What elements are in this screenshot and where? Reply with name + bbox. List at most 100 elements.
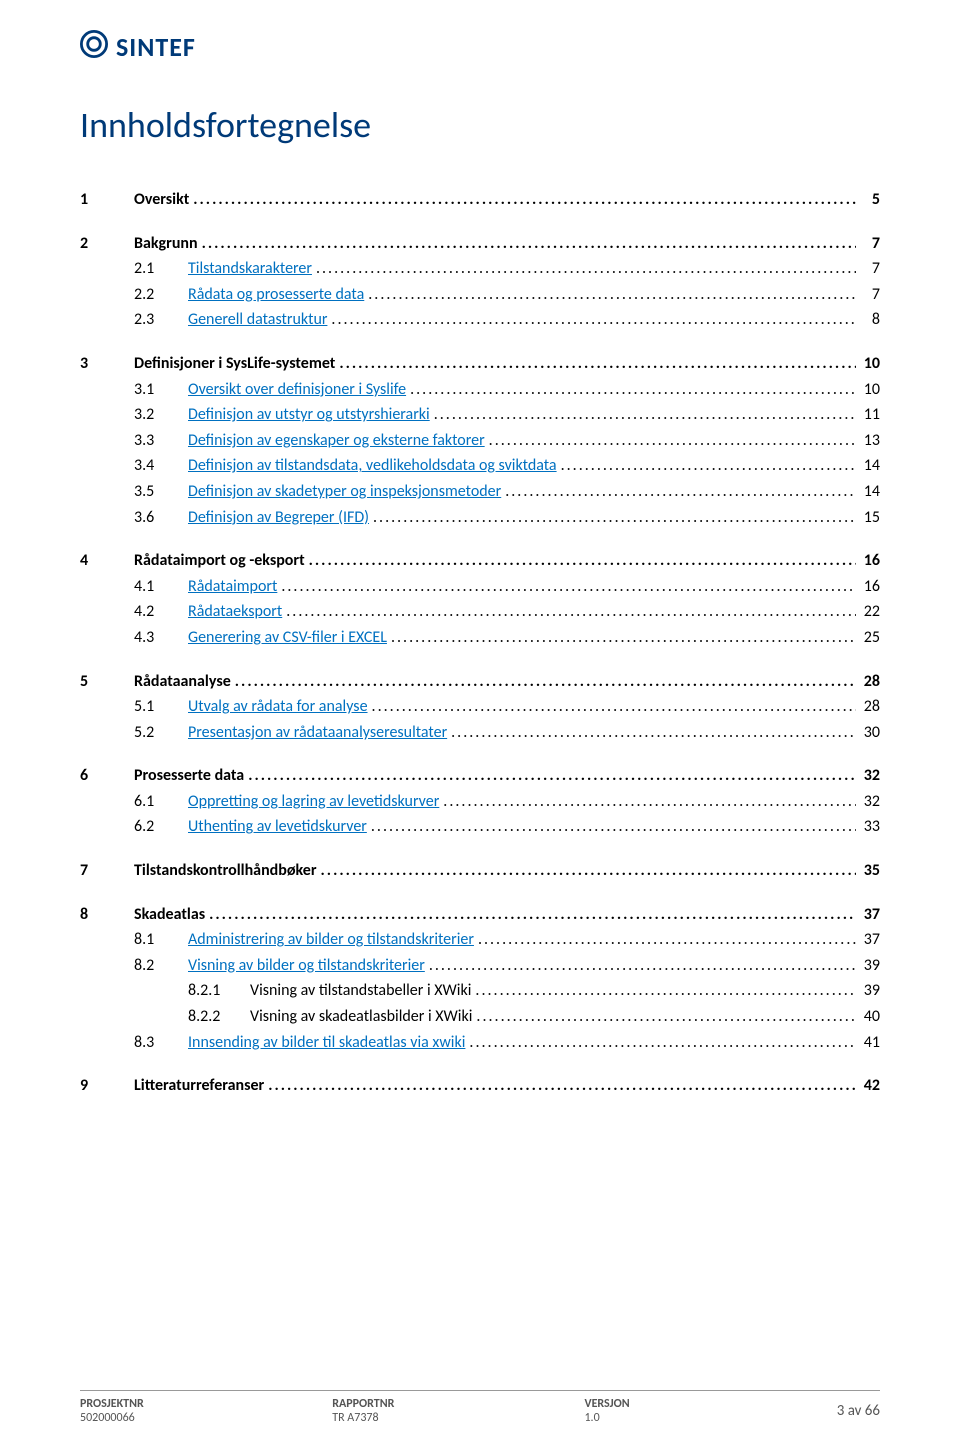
toc-label: Prosesserte data: [134, 763, 248, 789]
toc-label[interactable]: Oppretting og lagring av levetidskurver: [188, 789, 443, 815]
footer-report-value: TR A7378: [332, 1411, 378, 1425]
toc-leader-dots: [391, 625, 856, 651]
toc-label[interactable]: Presentasjon av rådataanalyseresultater: [188, 720, 451, 746]
toc-entry[interactable]: 8.3Innsending av bilder til skadeatlas v…: [80, 1030, 880, 1056]
toc-number: 4.3: [134, 625, 188, 651]
toc-entry[interactable]: 3.5Definisjon av skadetyper og inspeksjo…: [80, 479, 880, 505]
toc-page-number: 30: [856, 720, 880, 746]
toc-entry: 8.2.1Visning av tilstandstabeller i XWik…: [80, 978, 880, 1004]
toc-label: Rådataanalyse: [134, 669, 235, 695]
footer-version: VERSJON 1.0: [584, 1397, 836, 1425]
toc-leader-dots: [321, 858, 856, 884]
toc-leader-dots: [434, 402, 856, 428]
toc-page-number: 42: [856, 1073, 880, 1099]
footer-page-number: 3 av 66: [837, 1402, 880, 1420]
toc-entry: 3Definisjoner i SysLife-systemet10: [80, 351, 880, 377]
toc-entry[interactable]: 2.3Generell datastruktur8: [80, 307, 880, 333]
toc-page-number: 28: [856, 694, 880, 720]
toc-entry[interactable]: 5.1Utvalg av rådata for analyse28: [80, 694, 880, 720]
toc-page-number: 28: [856, 669, 880, 695]
toc-label: Oversikt: [134, 187, 193, 213]
toc-number: 2.3: [134, 307, 188, 333]
toc-page-number: 10: [856, 377, 880, 403]
toc-page-number: 11: [856, 402, 880, 428]
toc-label[interactable]: Generering av CSV-filer i EXCEL: [188, 625, 391, 651]
toc-page-number: 15: [856, 505, 880, 531]
toc-entry[interactable]: 5.2Presentasjon av rådataanalyseresultat…: [80, 720, 880, 746]
toc-label[interactable]: Tilstandskarakterer: [188, 256, 316, 282]
toc-page-number: 16: [856, 574, 880, 600]
toc-leader-dots: [478, 927, 856, 953]
toc-entry[interactable]: 6.2Uthenting av levetidskurver33: [80, 814, 880, 840]
toc-label[interactable]: Visning av bilder og tilstandskriterier: [188, 953, 429, 979]
toc-label[interactable]: Definisjon av utstyr og utstyrshierarki: [188, 402, 434, 428]
toc-label[interactable]: Rådataeksport: [188, 599, 286, 625]
table-of-contents: 1Oversikt52Bakgrunn72.1Tilstandskarakter…: [80, 187, 880, 1099]
toc-label[interactable]: Rådata og prosesserte data: [188, 282, 368, 308]
toc-leader-dots: [193, 187, 856, 213]
sintef-logo-icon: [80, 30, 108, 63]
toc-leader-dots: [476, 1004, 856, 1030]
toc-entry: 7Tilstandskontrollhåndbøker35: [80, 858, 880, 884]
toc-page-number: 40: [856, 1004, 880, 1030]
toc-entry[interactable]: 2.2Rådata og prosesserte data 7: [80, 282, 880, 308]
brand-header: SINTEF: [80, 30, 880, 63]
toc-leader-dots: [475, 978, 856, 1004]
toc-entry[interactable]: 3.2Definisjon av utstyr og utstyrshierar…: [80, 402, 880, 428]
footer-project-label: PROSJEKTNR: [80, 1397, 332, 1411]
toc-number: 1: [80, 187, 134, 213]
toc-entry: 8.2.2Visning av skadeatlasbilder i XWiki…: [80, 1004, 880, 1030]
toc-entry[interactable]: 3.3Definisjon av egenskaper og eksterne …: [80, 428, 880, 454]
toc-number: 6: [80, 763, 134, 789]
footer-report: RAPPORTNR TR A7378: [332, 1397, 584, 1425]
toc-entry[interactable]: 4.2Rådataeksport22: [80, 599, 880, 625]
toc-leader-dots: [371, 814, 856, 840]
toc-number: 3: [80, 351, 134, 377]
toc-label[interactable]: Rådataimport: [188, 574, 281, 600]
toc-leader-dots: [248, 763, 856, 789]
toc-page-number: 7: [856, 282, 880, 308]
toc-label[interactable]: Definisjon av tilstandsdata, vedlikehold…: [188, 453, 561, 479]
toc-label[interactable]: Utvalg av rådata for analyse: [188, 694, 372, 720]
toc-page-number: 35: [856, 858, 880, 884]
toc-entry[interactable]: 4.3Generering av CSV-filer i EXCEL25: [80, 625, 880, 651]
toc-number: 6.1: [134, 789, 188, 815]
toc-entry[interactable]: 6.1Oppretting og lagring av levetidskurv…: [80, 789, 880, 815]
toc-label[interactable]: Administrering av bilder og tilstandskri…: [188, 927, 478, 953]
toc-leader-dots: [316, 256, 856, 282]
toc-page-number: 16: [856, 548, 880, 574]
toc-number: 8: [80, 902, 134, 928]
toc-number: 2.2: [134, 282, 188, 308]
toc-number: 8.3: [134, 1030, 188, 1056]
toc-label[interactable]: Oversikt over definisjoner i Syslife: [188, 377, 410, 403]
toc-label: Visning av tilstandstabeller i XWiki: [250, 978, 475, 1004]
toc-label[interactable]: Definisjon av Begreper (IFD): [188, 505, 373, 531]
toc-entry[interactable]: 8.2Visning av bilder og tilstandskriteri…: [80, 953, 880, 979]
brand-name: SINTEF: [116, 31, 196, 63]
toc-entry: 1Oversikt 5: [80, 187, 880, 213]
toc-label[interactable]: Innsending av bilder til skadeatlas via …: [188, 1030, 469, 1056]
toc-number: 3.2: [134, 402, 188, 428]
toc-entry[interactable]: 3.1Oversikt over definisjoner i Syslife1…: [80, 377, 880, 403]
toc-label: Rådataimport og -eksport: [134, 548, 309, 574]
toc-page-number: 14: [856, 453, 880, 479]
toc-label[interactable]: Uthenting av levetidskurver: [188, 814, 371, 840]
toc-label[interactable]: Definisjon av egenskaper og eksterne fak…: [188, 428, 489, 454]
toc-entry: 4Rådataimport og -eksport16: [80, 548, 880, 574]
toc-number: 5.2: [134, 720, 188, 746]
toc-page-number: 14: [856, 479, 880, 505]
footer-project-value: 502000066: [80, 1411, 135, 1425]
toc-label[interactable]: Generell datastruktur: [188, 307, 331, 333]
toc-entry[interactable]: 4.1Rådataimport16: [80, 574, 880, 600]
toc-entry[interactable]: 2.1Tilstandskarakterer7: [80, 256, 880, 282]
toc-page-number: 10: [856, 351, 880, 377]
toc-entry[interactable]: 3.4Definisjon av tilstandsdata, vedlikeh…: [80, 453, 880, 479]
toc-label[interactable]: Definisjon av skadetyper og inspeksjonsm…: [188, 479, 505, 505]
footer-version-value: 1.0: [584, 1411, 599, 1425]
toc-number: 7: [80, 858, 134, 884]
toc-leader-dots: [286, 599, 856, 625]
page-title: Innholdsfortegnelse: [80, 103, 880, 147]
toc-entry[interactable]: 3.6Definisjon av Begreper (IFD)15: [80, 505, 880, 531]
toc-page-number: 5: [856, 187, 880, 213]
toc-entry[interactable]: 8.1Administrering av bilder og tilstands…: [80, 927, 880, 953]
